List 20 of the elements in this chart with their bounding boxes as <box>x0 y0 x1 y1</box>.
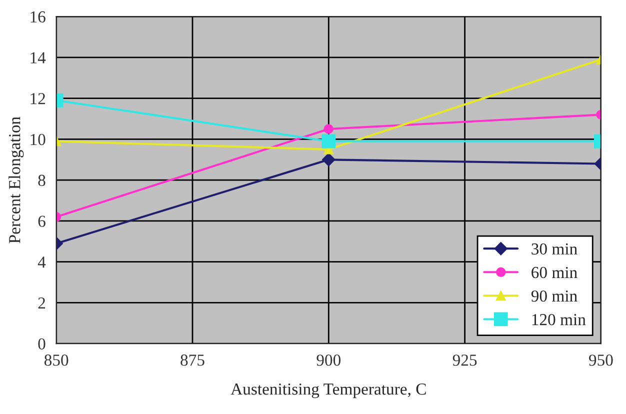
y-tick-label: 2 <box>38 297 46 309</box>
x-tick-label: 875 <box>180 354 204 366</box>
y-tick-label: 10 <box>30 134 46 146</box>
y-tick-label: 6 <box>38 216 46 227</box>
legend-label: 60 min <box>532 266 578 278</box>
y-axis-title: Percent Elongation <box>8 116 24 244</box>
x-tick-label: 900 <box>316 354 341 366</box>
y-tick-label: 14 <box>30 52 46 64</box>
y-tick-label: 4 <box>38 256 46 268</box>
y-tick-label: 8 <box>38 174 46 186</box>
y-tick-label: 12 <box>30 93 46 104</box>
x-tick-label: 950 <box>588 354 613 366</box>
x-tick-label: 925 <box>452 354 477 366</box>
x-tick-label: 850 <box>44 354 68 366</box>
legend-label: 30 min <box>532 243 578 255</box>
legend-label: 120 min <box>532 314 586 326</box>
y-tick-label: 16 <box>30 11 46 23</box>
x-axis-title: Austenitising Temperature, C <box>230 384 426 398</box>
y-tick-label: 0 <box>38 338 46 350</box>
legend-label: 90 min <box>531 290 578 302</box>
